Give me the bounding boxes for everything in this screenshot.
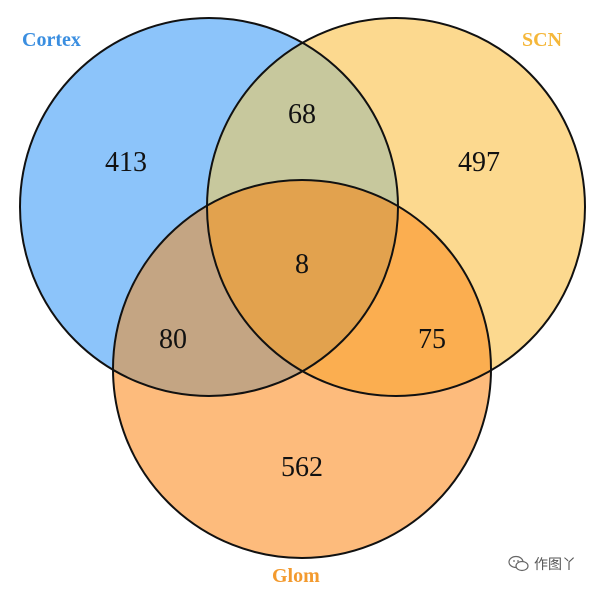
cortex-glom-count: 80 bbox=[159, 324, 187, 355]
scn-only-count: 497 bbox=[458, 147, 500, 178]
watermark: 作图丫 bbox=[508, 554, 576, 574]
cortex-only-count: 413 bbox=[105, 147, 147, 178]
cortex-label: Cortex bbox=[22, 29, 81, 51]
glom-label: Glom bbox=[272, 565, 320, 587]
glom-only-count: 562 bbox=[281, 452, 323, 483]
watermark-text: 作图丫 bbox=[534, 557, 576, 573]
all-sets-count: 8 bbox=[295, 249, 309, 280]
scn-outline bbox=[206, 17, 586, 397]
cortex-scn-count: 68 bbox=[288, 99, 316, 130]
scn-label: SCN bbox=[522, 29, 563, 51]
wechat-icon bbox=[508, 555, 529, 572]
glom-outline bbox=[112, 179, 492, 559]
scn-glom-count: 75 bbox=[418, 324, 446, 355]
